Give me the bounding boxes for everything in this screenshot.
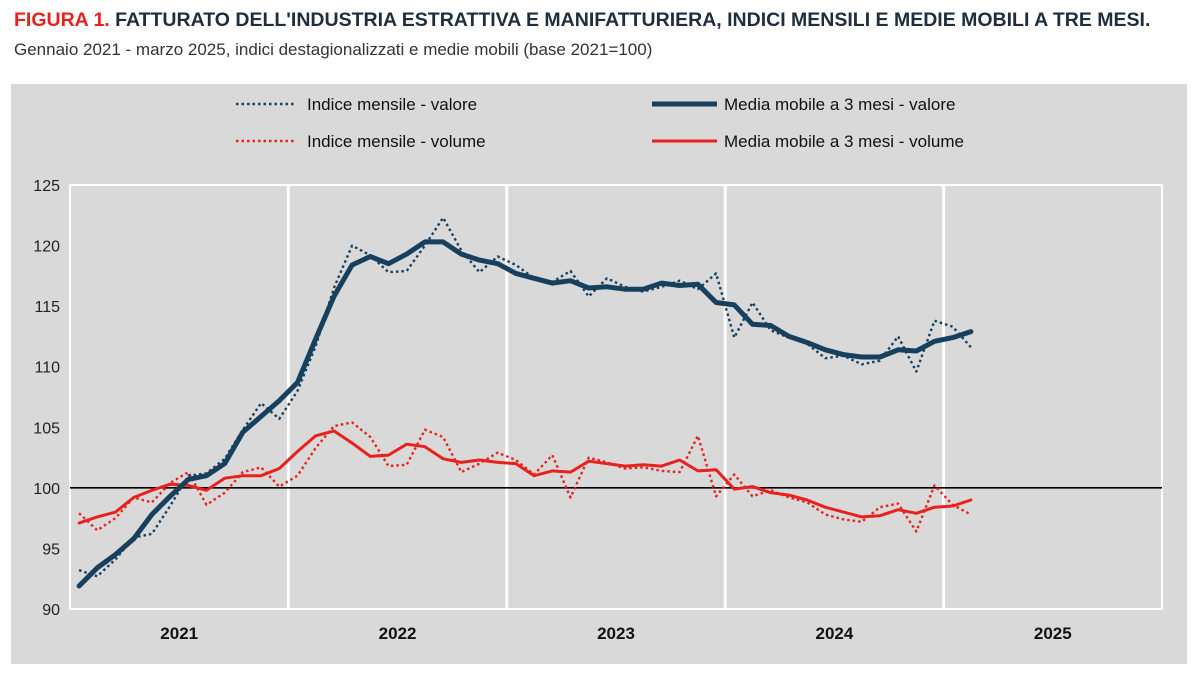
y-tick-label: 105 (33, 420, 60, 437)
series-line-4 (77, 429, 973, 525)
figure-label: FIGURA 1. (14, 9, 110, 31)
chart-panel (11, 84, 1187, 664)
figure-title: FIGURA 1. FATTURATO DELL'INDUSTRIA ESTRA… (14, 6, 1194, 64)
x-year-label: 2023 (597, 624, 635, 643)
series-line-1 (78, 216, 972, 578)
x-year-label: 2022 (379, 624, 417, 643)
x-year-label: 2025 (1034, 624, 1072, 643)
y-tick-label: 100 (33, 481, 60, 498)
legend-label: Media mobile a 3 mesi - volume (724, 132, 964, 151)
plot-area (69, 184, 1163, 610)
y-tick-label: 115 (34, 299, 60, 316)
series-line-2 (76, 239, 974, 589)
title-main: FATTURATO DELL'INDUSTRIA ESTRATTIVA E MA… (115, 9, 1151, 31)
legend-label: Indice mensile - valore (307, 95, 477, 114)
title-subtitle: Gennaio 2021 - marzo 2025, indici destag… (14, 40, 653, 59)
x-year-label: 2021 (160, 624, 198, 643)
y-tick-label: 95 (42, 541, 60, 558)
y-tick-label: 120 (33, 239, 60, 256)
y-tick-label: 125 (33, 178, 60, 195)
y-tick-label: 90 (42, 602, 60, 619)
x-year-label: 2024 (815, 624, 853, 643)
legend-label: Indice mensile - volume (307, 132, 486, 151)
legend-label: Media mobile a 3 mesi - valore (724, 95, 955, 114)
series-line-3 (78, 421, 972, 533)
y-tick-label: 110 (34, 360, 60, 377)
